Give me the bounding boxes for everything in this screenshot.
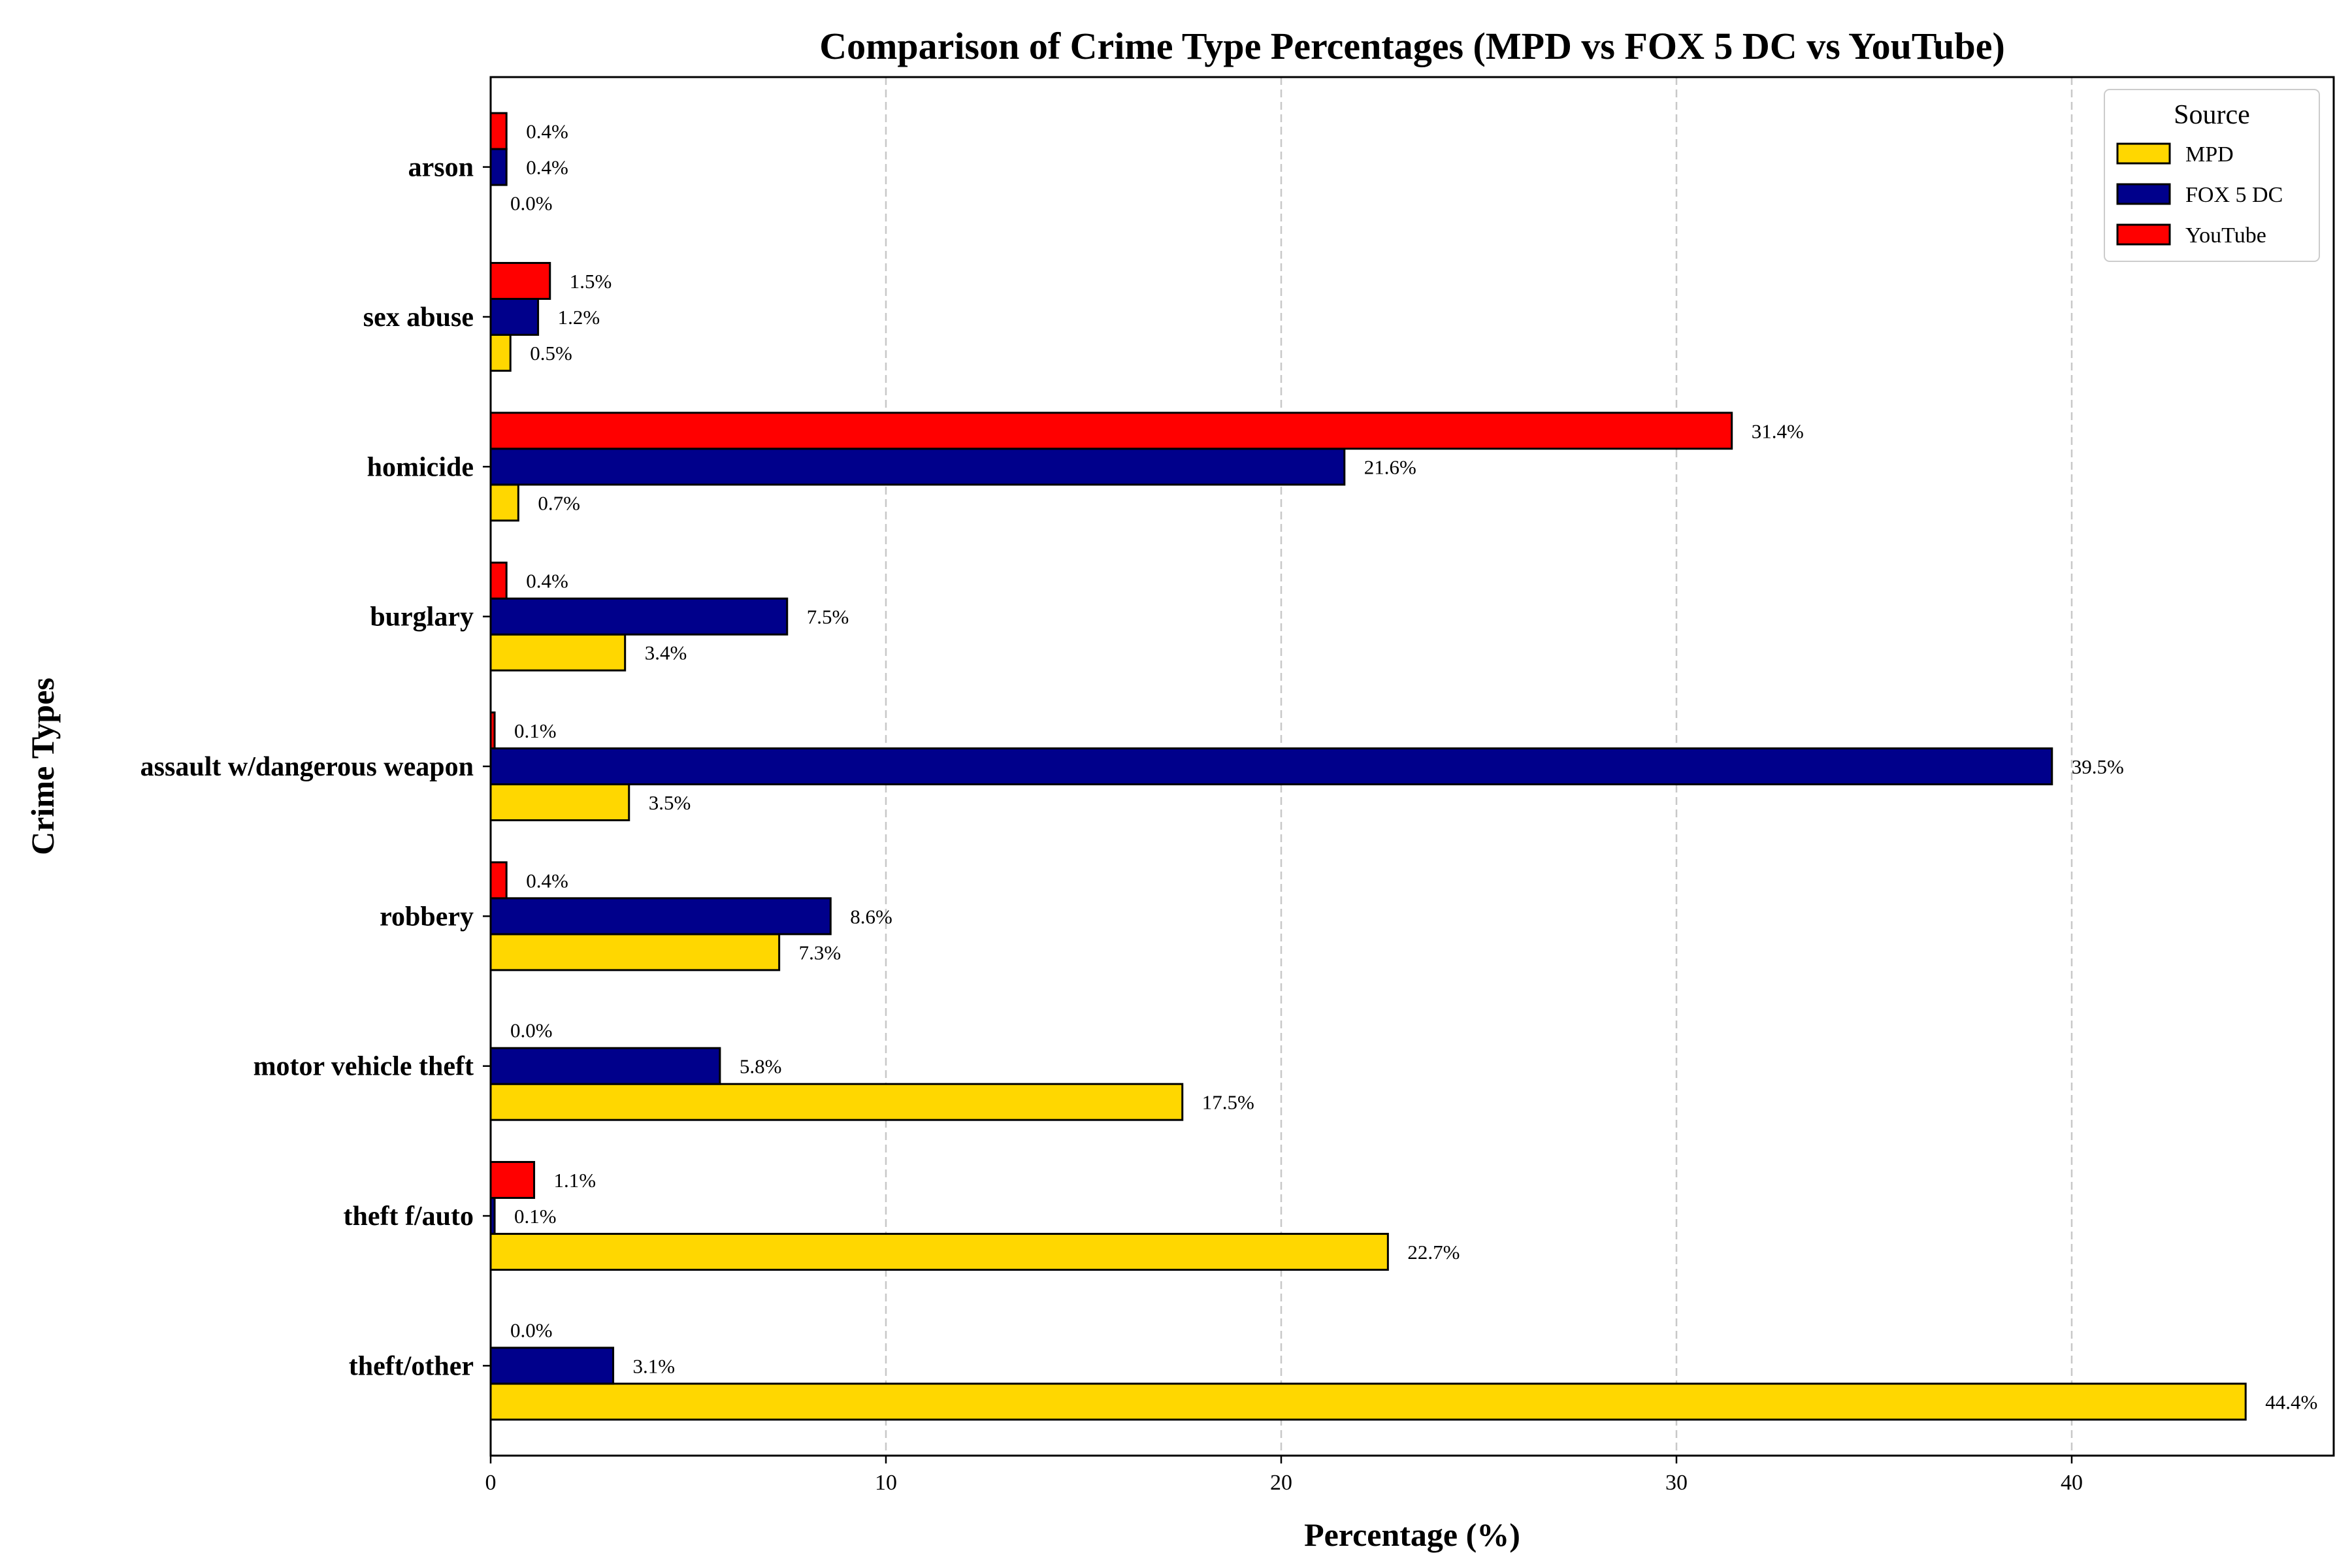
bar xyxy=(489,597,789,636)
bar-value-label: 8.6% xyxy=(850,905,892,928)
bar-value-label: 0.4% xyxy=(526,120,568,143)
y-category-label: burglary xyxy=(370,602,474,632)
bar-value-label: 7.5% xyxy=(807,606,849,629)
chart-title: Comparison of Crime Type Percentages (MP… xyxy=(819,25,2005,67)
y-category-label: theft f/auto xyxy=(344,1201,474,1232)
bar-value-label: 21.6% xyxy=(1364,455,1416,478)
legend-item-label: FOX 5 DC xyxy=(2185,183,2283,207)
bar-value-label: 0.0% xyxy=(510,192,553,215)
bar-value-label: 31.4% xyxy=(1752,419,1804,442)
bar-value-label: 0.1% xyxy=(514,719,557,742)
bar-value-label: 7.3% xyxy=(799,941,841,964)
bar-value-label: 1.5% xyxy=(570,270,612,293)
bar xyxy=(489,112,508,150)
bar xyxy=(489,261,551,300)
y-category-label: assault w/dangerous weapon xyxy=(140,752,474,782)
legend-swatch xyxy=(2116,223,2171,246)
bar-value-label: 1.1% xyxy=(554,1169,596,1192)
bar-value-label: 3.5% xyxy=(649,791,691,814)
x-tick-label: 30 xyxy=(1665,1471,1688,1495)
y-category-label: homicide xyxy=(367,452,474,482)
bar-value-label: 5.8% xyxy=(740,1055,782,1078)
bar xyxy=(489,861,508,900)
y-axis-label: Crime Types xyxy=(24,678,61,855)
legend-item-label: YouTube xyxy=(2185,223,2266,248)
bar-value-label: 3.1% xyxy=(633,1354,676,1377)
bar xyxy=(489,483,519,522)
y-category-label: robbery xyxy=(380,902,474,932)
bar-value-label: 0.0% xyxy=(510,1318,553,1341)
bars xyxy=(489,112,2247,1421)
y-category-labels: arson sex abuse homicide burglary assault w/… xyxy=(140,153,491,1381)
x-tick-label: 40 xyxy=(2061,1471,2083,1495)
x-ticks: 0 10 20 30 40 xyxy=(485,1456,2083,1495)
bar xyxy=(489,561,508,600)
bar xyxy=(489,333,512,372)
bar xyxy=(489,1233,1389,1271)
bar xyxy=(489,148,508,186)
y-category-label: sex abuse xyxy=(363,302,474,333)
bar xyxy=(489,1161,536,1200)
legend-swatch xyxy=(2116,142,2171,165)
bar-value-label: 0.5% xyxy=(530,342,572,365)
bar xyxy=(489,897,832,936)
bar xyxy=(489,448,1346,486)
bar-value-label: 1.2% xyxy=(558,306,600,329)
bar-value-label: 0.7% xyxy=(538,491,580,514)
x-tick-label: 0 xyxy=(485,1471,497,1495)
bar-value-label: 39.5% xyxy=(2072,755,2124,778)
legend-title: Source xyxy=(2174,100,2250,130)
bar xyxy=(489,633,627,672)
bar xyxy=(489,1347,615,1385)
bar-value-label: 0.4% xyxy=(526,869,568,892)
x-axis-label: Percentage (%) xyxy=(1304,1516,1520,1553)
bar-value-label: 17.5% xyxy=(1202,1091,1254,1114)
bar-value-label: 0.4% xyxy=(526,570,568,593)
bar xyxy=(489,747,2053,785)
x-tick-label: 10 xyxy=(875,1471,897,1495)
bar-value-label: 0.1% xyxy=(514,1205,557,1228)
bar xyxy=(489,297,540,336)
y-category-label: arson xyxy=(408,153,474,183)
bar xyxy=(489,1083,1184,1121)
bar-value-label: 0.4% xyxy=(526,156,568,179)
bar-value-label: 3.4% xyxy=(645,642,687,664)
y-category-label: theft/other xyxy=(349,1351,474,1381)
bar-value-label: 22.7% xyxy=(1407,1241,1460,1264)
bar-value-label: 44.4% xyxy=(2265,1390,2317,1413)
bar-value-label: 0.0% xyxy=(510,1019,553,1042)
legend-item-label: MPD xyxy=(2185,142,2234,167)
bar xyxy=(489,1047,721,1085)
legend: Source MPD FOX 5 DC YouTube xyxy=(2104,89,2320,262)
legend-box xyxy=(2104,89,2320,262)
x-tick-label: 20 xyxy=(1270,1471,1292,1495)
value-labels: 0.0% 0.4% 0.4% 0.5% 1.2% 1.5% 0.7% 21.6% 31.4% 3.… xyxy=(510,120,2317,1414)
legend-swatch xyxy=(2116,183,2171,205)
bar xyxy=(489,1382,2247,1421)
bar xyxy=(489,783,630,821)
bar xyxy=(489,933,781,972)
y-category-label: motor vehicle theft xyxy=(253,1052,474,1082)
bar xyxy=(489,412,1733,450)
